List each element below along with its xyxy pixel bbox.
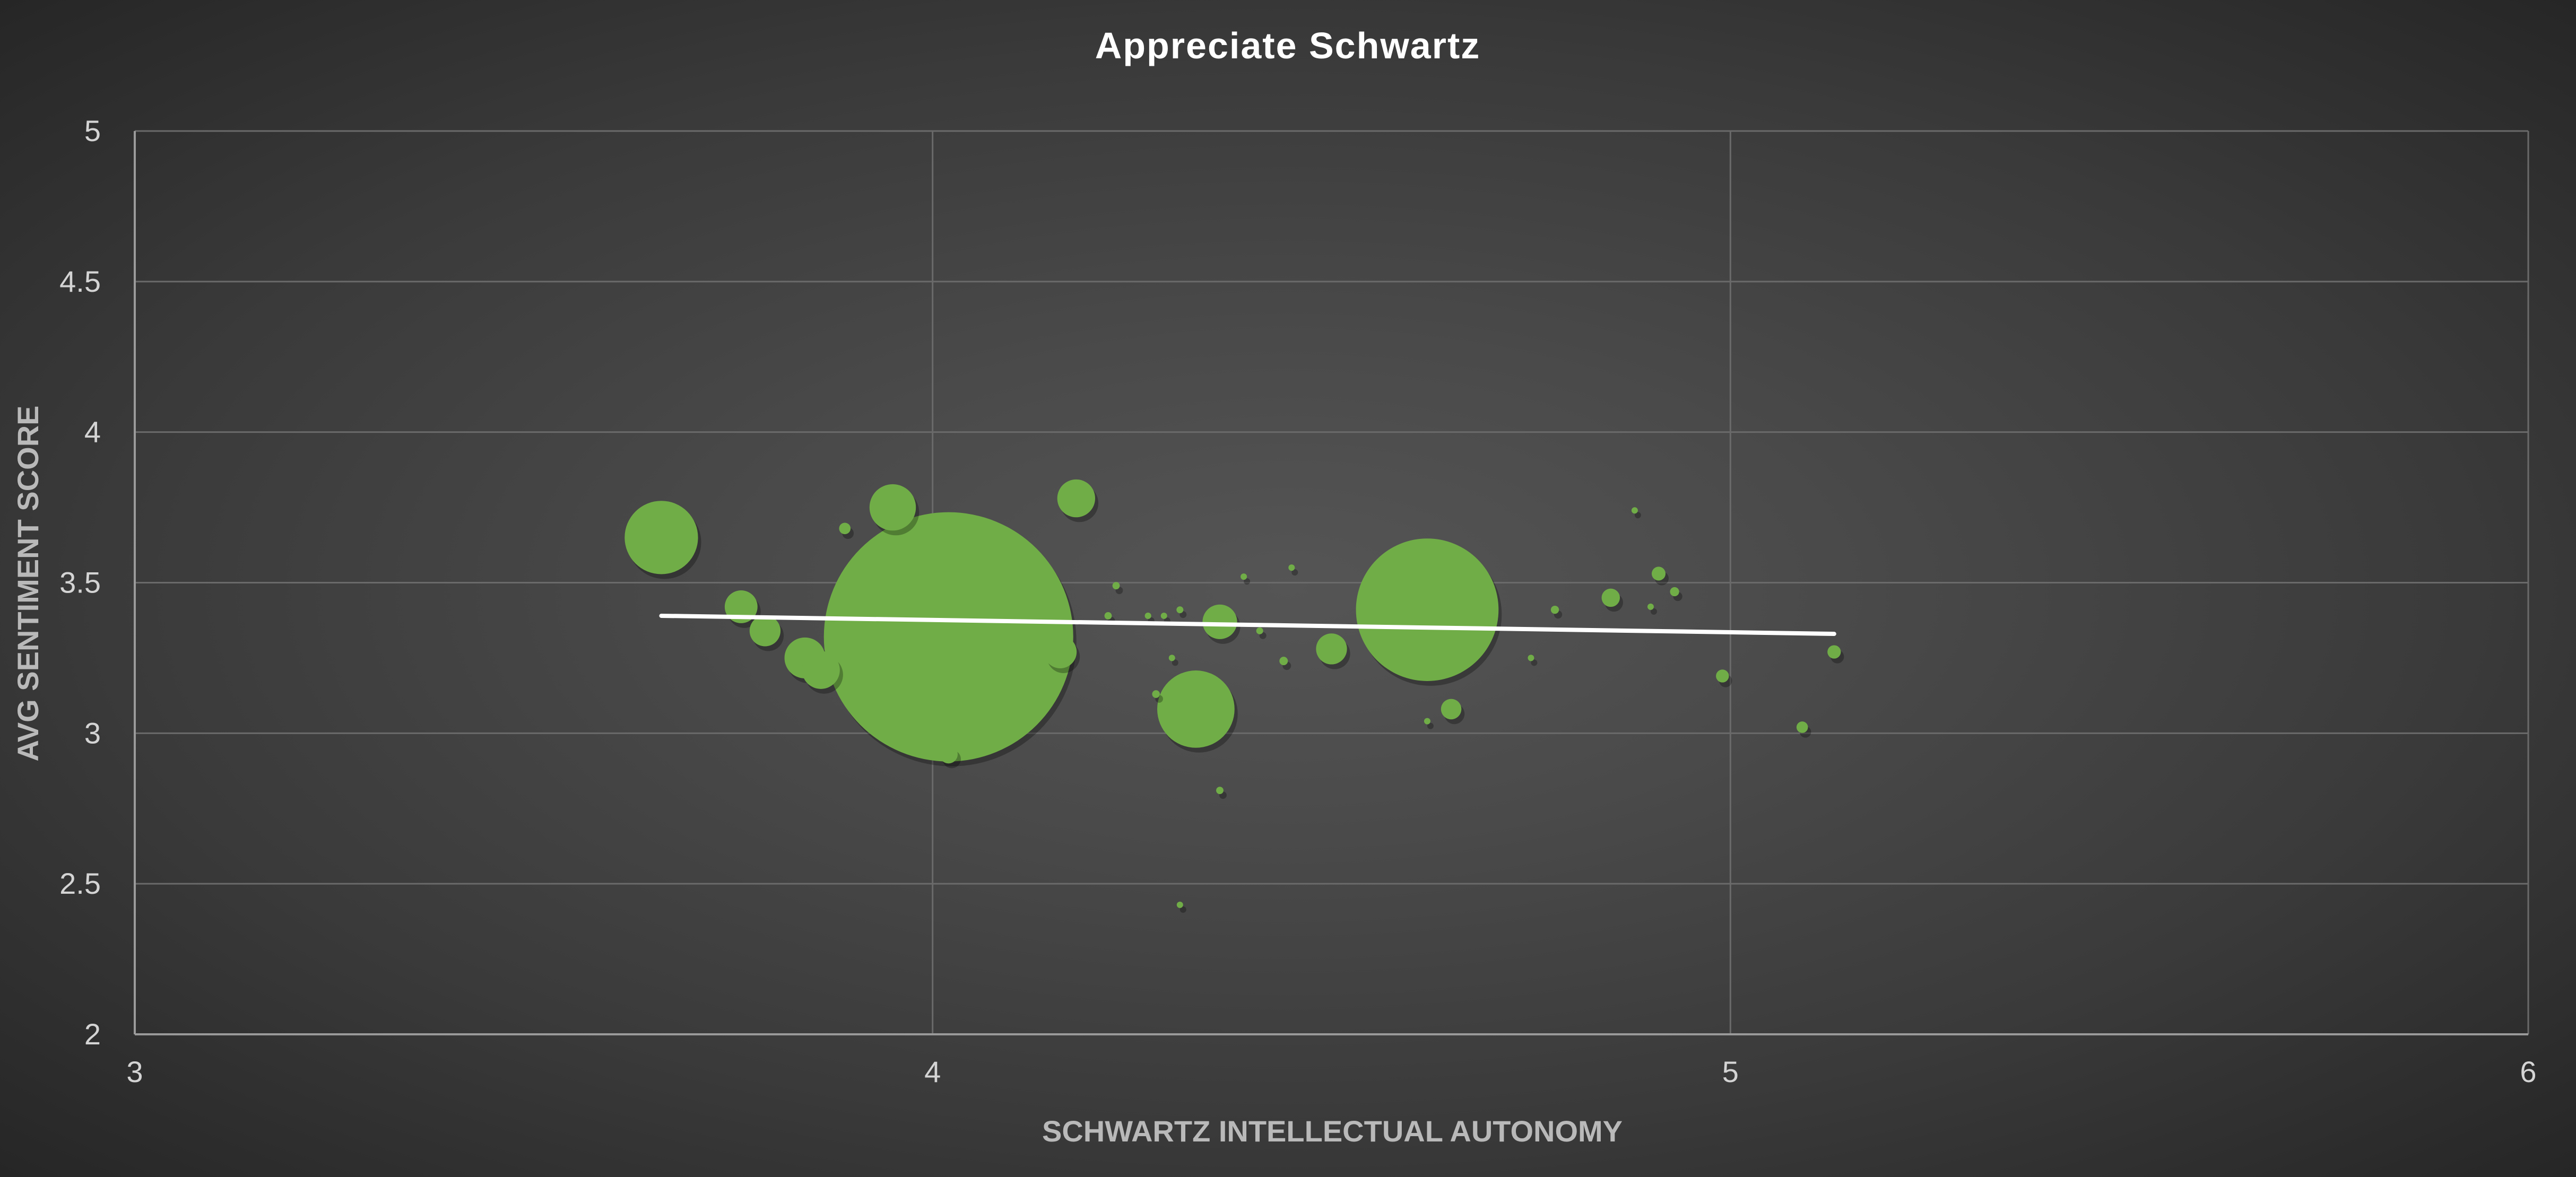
bubble-shadow [1291,569,1298,576]
bubble-point [1651,566,1666,581]
bubble-shadow [1179,906,1186,913]
bubble-point [1796,721,1808,733]
bubble-point [839,522,851,535]
x-tick-label: 6 [2520,1055,2536,1088]
bubble-point [1157,670,1235,748]
bubble-point [1241,573,1247,580]
bubble-shadow [1244,578,1251,585]
bubble-point [1144,612,1151,620]
bubble-point [939,745,958,764]
y-tick-label: 2 [84,1017,101,1051]
bubble-shadow [1531,659,1538,666]
bubble-point [869,484,916,531]
bubble-point [1288,564,1295,571]
bubble-point [1057,479,1096,518]
bubble-shadow [1650,608,1657,615]
y-tick-label: 4 [84,415,101,449]
y-tick-label: 2.5 [59,867,101,900]
bubble-point [1256,627,1263,634]
x-tick-label: 3 [126,1055,143,1088]
bubble-point [1216,787,1224,795]
bubble-point [1316,633,1347,665]
bubble-point [1631,507,1638,514]
x-axis-title: SCHWARTZ INTELLECTUAL AUTONOMY [1042,1114,1623,1148]
bubble-point [749,615,781,647]
axes [134,131,2528,1035]
y-tick-label: 3.5 [59,566,101,599]
bubble-point [1601,588,1620,607]
y-tick-label: 4.5 [59,265,101,298]
bubble-point [1168,655,1175,661]
bubble-point [1670,587,1679,597]
bubble-shadow [1172,659,1178,666]
trendline-layer [659,613,1836,637]
bubble-point [1104,612,1112,620]
bubble-point [1356,538,1499,681]
bubble-point [1550,605,1559,614]
bubble-point [1827,645,1841,659]
bubble-point [1044,635,1077,668]
bubble-point [1716,669,1729,683]
bubble-point [1441,699,1462,720]
bubble-point [1160,612,1167,619]
bubble-point [1152,690,1160,698]
bubble-point [1202,604,1237,639]
bubble-point [823,512,1073,762]
bubble-point [1528,655,1534,661]
bubble-point [1279,657,1288,666]
y-tick-label: 5 [84,114,101,147]
bubble-series [625,479,1844,913]
trendline [659,613,1836,637]
y-tick-label: 3 [84,716,101,749]
chart-title: Appreciate Schwartz [1095,25,1481,66]
bubble-point [1176,901,1183,908]
bubble-point [1424,718,1430,725]
x-tick-label: 5 [1722,1055,1739,1088]
bubble-point [1647,603,1654,610]
bubble-shadow [1427,722,1434,729]
bubble-shadow [1634,512,1641,519]
bubble-point [625,501,698,574]
tick-labels: 2 2.5 3 3.5 4 4.5 5 3 4 5 6 [59,114,2536,1088]
bubble-point [1112,582,1120,590]
x-tick-label: 4 [924,1055,941,1088]
gridlines [135,130,2529,1034]
bubble-point [802,651,840,689]
bubble-point [1176,606,1184,614]
y-axis-title: AVG SENTIMENT SCORE [11,405,45,761]
